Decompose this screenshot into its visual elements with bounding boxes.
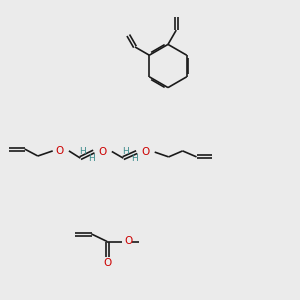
Text: H: H (79, 147, 86, 156)
Text: O: O (141, 147, 149, 157)
Text: O: O (55, 146, 63, 156)
Text: O: O (103, 257, 111, 268)
Text: H: H (131, 154, 138, 163)
Text: H: H (122, 147, 129, 156)
Text: O: O (98, 146, 106, 157)
Text: H: H (88, 154, 95, 163)
Text: O: O (124, 236, 133, 247)
